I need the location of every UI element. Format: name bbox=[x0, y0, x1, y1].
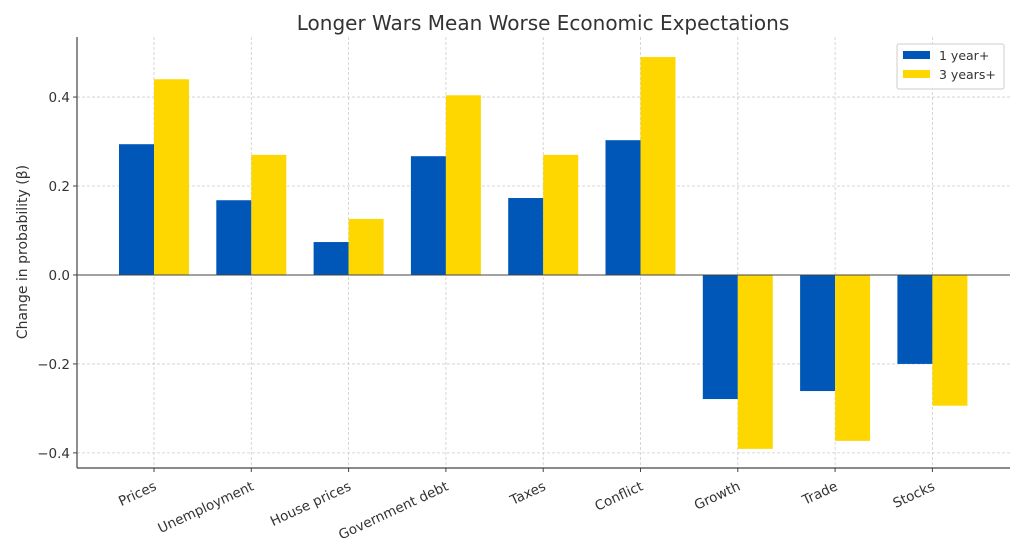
y-tick-label: 0.4 bbox=[49, 90, 70, 106]
x-tick-label: Conflict bbox=[592, 478, 645, 514]
bar-series2 bbox=[835, 274, 871, 441]
bar-series2 bbox=[543, 154, 579, 275]
bar-series2 bbox=[640, 57, 676, 275]
bar-series1 bbox=[508, 198, 544, 275]
legend-swatch bbox=[903, 51, 930, 59]
y-axis-ticks: −0.4 −0.2 0.0 0.2 0.4 bbox=[37, 90, 77, 462]
bar-series2 bbox=[348, 218, 384, 275]
legend: 1 year+ 3 years+ bbox=[896, 43, 1005, 90]
legend-swatch bbox=[903, 70, 930, 78]
bar-series1 bbox=[410, 156, 446, 275]
legend-label: 1 year+ bbox=[939, 48, 989, 63]
x-tick-label: Trade bbox=[799, 478, 840, 509]
y-tick-label: −0.2 bbox=[37, 357, 70, 373]
bar-series2 bbox=[154, 79, 189, 275]
y-axis-label: Change in probability (β) bbox=[15, 165, 31, 339]
bar-series1 bbox=[313, 242, 349, 275]
bar-series2 bbox=[737, 274, 773, 449]
y-tick-label: 0.0 bbox=[49, 268, 70, 284]
bar-series1 bbox=[605, 140, 641, 275]
bar-series1 bbox=[897, 274, 933, 364]
x-tick-label: Growth bbox=[692, 478, 743, 513]
bars bbox=[119, 57, 968, 449]
bar-series1 bbox=[800, 274, 836, 392]
bar-series2 bbox=[445, 95, 481, 275]
x-tick-label: Prices bbox=[116, 478, 159, 509]
x-tick-label: Taxes bbox=[507, 478, 548, 509]
legend-label: 3 years+ bbox=[939, 67, 996, 82]
chart-title: Longer Wars Mean Worse Economic Expectat… bbox=[297, 11, 790, 35]
x-tick-label: House prices bbox=[268, 478, 354, 529]
x-tick-label: Government debt bbox=[336, 478, 451, 543]
bar-series1 bbox=[216, 200, 252, 275]
y-tick-label: −0.4 bbox=[37, 446, 70, 462]
bar-series1 bbox=[702, 274, 738, 400]
x-tick-label: Unemployment bbox=[156, 478, 257, 536]
bar-series1 bbox=[119, 144, 154, 275]
bar-series2 bbox=[251, 154, 287, 275]
y-tick-label: 0.2 bbox=[49, 179, 70, 195]
x-tick-label: Stocks bbox=[891, 478, 938, 511]
bar-series2 bbox=[932, 274, 968, 406]
